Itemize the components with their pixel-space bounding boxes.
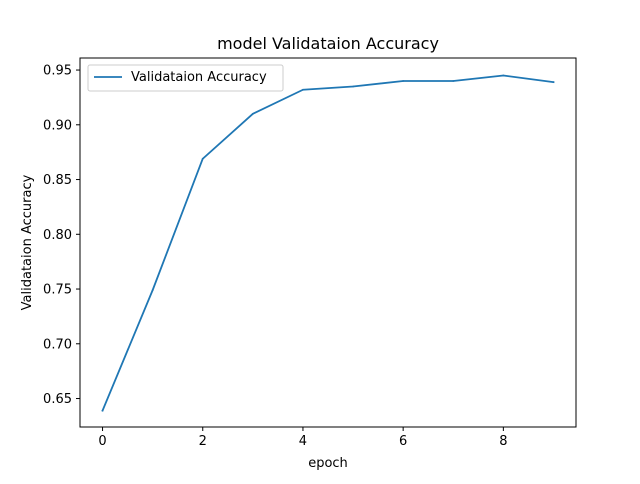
plot-frame <box>79 57 577 428</box>
data-point <box>302 88 304 91</box>
y-tick-label: 0.80 <box>43 228 72 243</box>
x-axis-ticks: 0 2 4 6 8 <box>98 427 507 449</box>
data-point <box>452 80 455 82</box>
data-point <box>502 74 505 77</box>
y-tick-label: 0.90 <box>43 118 72 133</box>
data-point <box>352 85 354 88</box>
data-point <box>151 289 154 292</box>
plot-area <box>80 58 576 427</box>
y-axis-ticks: 0.65 0.70 0.75 0.80 0.85 0.90 0.95 <box>43 64 80 407</box>
series-line-validataion-accuracy <box>101 74 555 412</box>
y-tick-label: 0.75 <box>43 283 72 298</box>
series-layer <box>101 74 555 412</box>
y-axis-label: Validataion Accuracy <box>20 174 35 310</box>
x-tick-label: 2 <box>199 434 207 449</box>
x-tick-label: 4 <box>299 434 307 449</box>
data-point <box>402 80 405 82</box>
x-tick-label: 6 <box>399 434 407 449</box>
legend: Validataion Accuracy <box>87 64 284 92</box>
y-tick-label: 0.85 <box>43 173 72 188</box>
y-tick-label: 0.95 <box>43 64 72 79</box>
data-point <box>251 112 254 115</box>
x-tick-label: 0 <box>98 434 106 449</box>
data-point <box>552 81 555 83</box>
chart-title: model Validataion Accuracy <box>217 34 439 53</box>
x-axis-label: epoch <box>308 456 348 471</box>
data-point <box>101 409 104 412</box>
data-point <box>201 157 204 160</box>
y-tick-label: 0.70 <box>43 337 72 352</box>
x-tick-label: 8 <box>499 434 507 449</box>
legend-label-validataion-accuracy: Validataion Accuracy <box>131 70 267 85</box>
legend-box <box>87 64 284 92</box>
y-tick-label: 0.65 <box>43 392 72 407</box>
